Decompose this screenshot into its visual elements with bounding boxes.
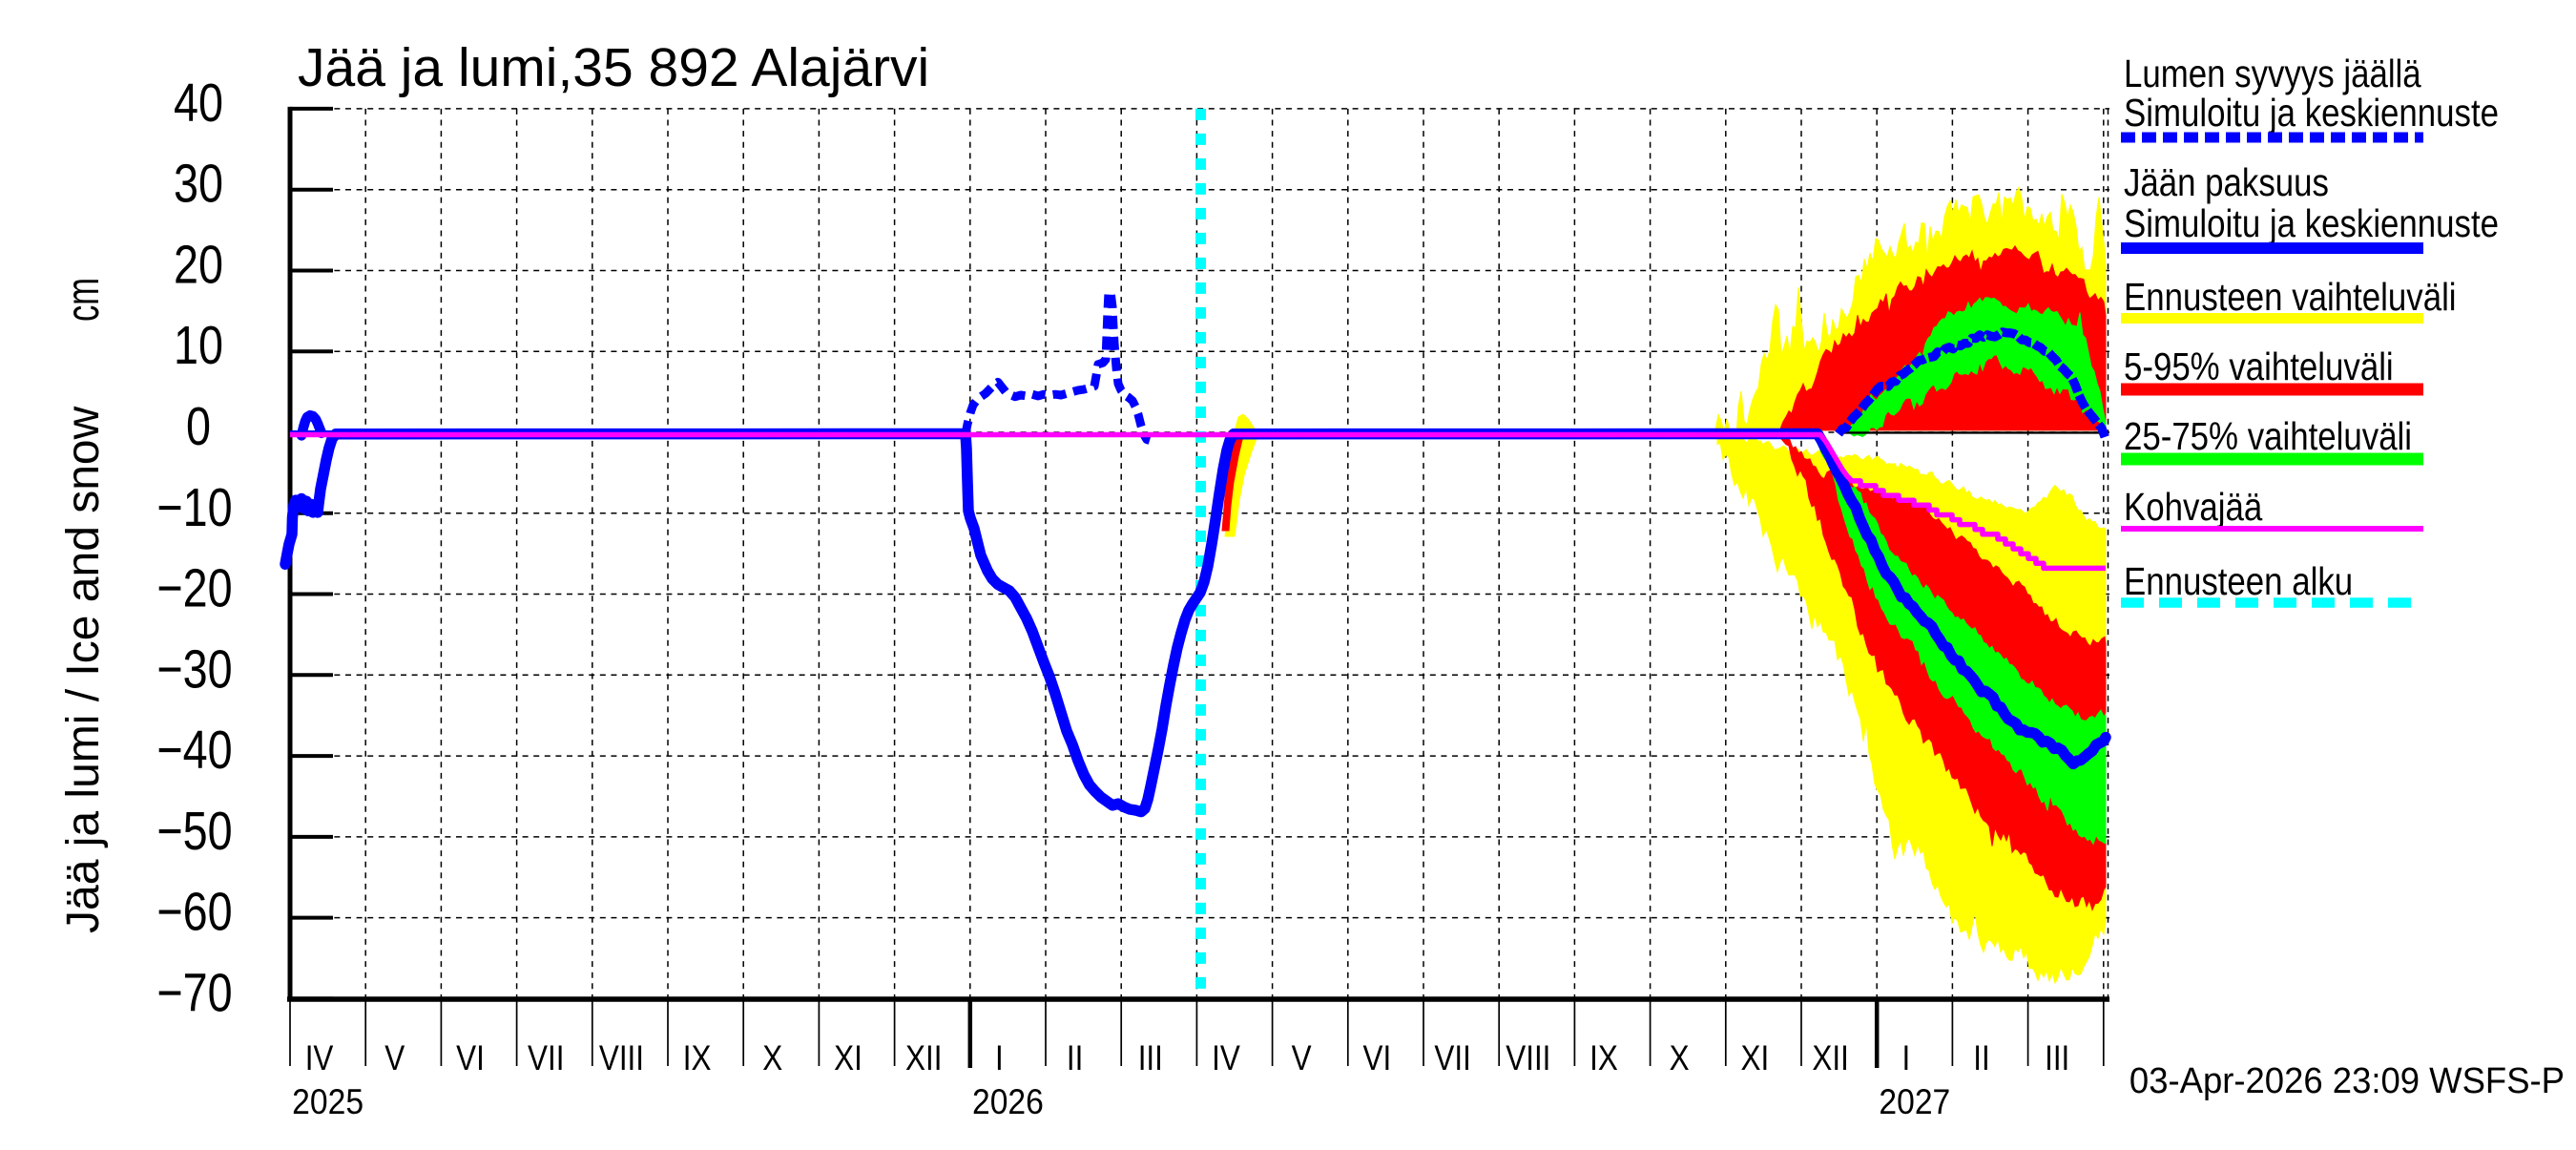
svg-text:5-95% vaihteluväli: 5-95% vaihteluväli xyxy=(2124,345,2394,388)
svg-text:−20: −20 xyxy=(156,558,232,618)
svg-text:25-75% vaihteluväli: 25-75% vaihteluväli xyxy=(2124,415,2412,458)
svg-text:VIII: VIII xyxy=(599,1039,644,1078)
svg-text:IV: IV xyxy=(1212,1039,1240,1078)
svg-text:2027: 2027 xyxy=(1879,1083,1950,1122)
svg-text:VIII: VIII xyxy=(1506,1039,1550,1078)
svg-text:2026: 2026 xyxy=(972,1083,1044,1122)
svg-text:−30: −30 xyxy=(156,639,232,700)
svg-text:Jää ja lumi / Ice and snow: Jää ja lumi / Ice and snow xyxy=(58,406,109,933)
svg-text:Ennusteen alku: Ennusteen alku xyxy=(2124,560,2353,603)
svg-text:−70: −70 xyxy=(156,963,232,1023)
svg-text:II: II xyxy=(1067,1039,1083,1078)
svg-text:03-Apr-2026 23:09 WSFS-P: 03-Apr-2026 23:09 WSFS-P xyxy=(2129,1059,2565,1100)
svg-text:X: X xyxy=(1670,1039,1690,1078)
svg-text:XII: XII xyxy=(905,1039,942,1078)
svg-text:III: III xyxy=(1138,1039,1163,1078)
svg-text:III: III xyxy=(2045,1039,2069,1078)
svg-text:30: 30 xyxy=(174,154,223,214)
svg-text:XI: XI xyxy=(1741,1039,1770,1078)
svg-text:XI: XI xyxy=(834,1039,862,1078)
svg-text:VI: VI xyxy=(456,1039,485,1078)
svg-text:10: 10 xyxy=(174,316,223,376)
svg-text:VII: VII xyxy=(528,1039,564,1078)
svg-text:IX: IX xyxy=(683,1039,712,1078)
svg-text:Kohvajää: Kohvajää xyxy=(2124,486,2263,529)
svg-text:II: II xyxy=(1973,1039,1989,1078)
svg-text:X: X xyxy=(762,1039,782,1078)
svg-text:IX: IX xyxy=(1589,1039,1618,1078)
svg-text:−40: −40 xyxy=(156,721,232,781)
svg-text:I: I xyxy=(1901,1039,1910,1078)
svg-text:Jää ja lumi,35 892 Alajärvi: Jää ja lumi,35 892 Alajärvi xyxy=(298,37,929,98)
svg-text:20: 20 xyxy=(174,235,223,295)
svg-text:Simuloitu ja keskiennuste: Simuloitu ja keskiennuste xyxy=(2124,92,2499,135)
svg-text:VI: VI xyxy=(1363,1039,1392,1078)
svg-text:2025: 2025 xyxy=(292,1083,364,1122)
svg-text:Simuloitu ja keskiennuste: Simuloitu ja keskiennuste xyxy=(2124,202,2499,245)
svg-text:cm: cm xyxy=(56,278,108,322)
svg-text:Lumen syvyys jäällä: Lumen syvyys jäällä xyxy=(2124,52,2421,95)
svg-text:V: V xyxy=(384,1039,405,1078)
svg-text:0: 0 xyxy=(186,397,211,457)
svg-text:Jään paksuus: Jään paksuus xyxy=(2124,161,2329,204)
svg-text:XII: XII xyxy=(1812,1039,1848,1078)
svg-text:IV: IV xyxy=(305,1039,334,1078)
svg-text:VII: VII xyxy=(1434,1039,1470,1078)
svg-text:−50: −50 xyxy=(156,802,232,862)
svg-text:40: 40 xyxy=(174,73,223,134)
svg-text:−60: −60 xyxy=(156,882,232,942)
svg-text:I: I xyxy=(995,1039,1004,1078)
svg-text:−10: −10 xyxy=(156,477,232,537)
svg-text:V: V xyxy=(1292,1039,1312,1078)
svg-text:Ennusteen vaihteluväli: Ennusteen vaihteluväli xyxy=(2124,276,2457,319)
